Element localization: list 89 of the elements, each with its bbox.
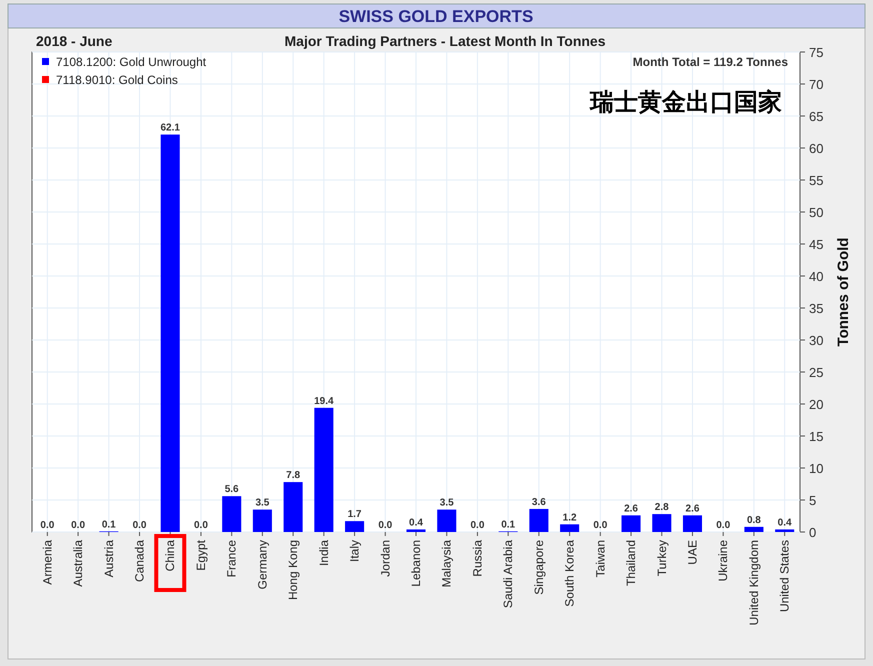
bar [744,526,764,532]
x-tick-label: South Korea [562,540,577,607]
y-tick-label: 55 [809,173,824,188]
y-tick-label: 30 [809,333,824,348]
y-tick-label: 65 [809,109,824,124]
legend-label: 7118.9010: Gold Coins [56,73,178,87]
total-label: 0.0 [71,520,86,531]
total-label: 0.8 [746,514,762,526]
x-tick-label: Canada [132,540,147,582]
x-tick-label: Lebanon [409,540,423,587]
x-tick-label: United States [778,540,792,612]
y-tick-label: 60 [809,141,824,156]
total-label: 3.5 [255,498,270,509]
y-tick-label: 10 [809,461,824,476]
total-label: 0.1 [102,519,116,530]
y-tick-label: 50 [809,205,824,220]
bar [437,510,456,532]
y-tick-label: 40 [809,269,824,284]
x-tick-label: Austria [102,540,116,578]
bar [682,515,702,532]
bar [560,524,580,532]
x-tick-label: India [316,540,331,566]
bar [160,134,180,532]
total-label: 2.6 [686,503,700,514]
x-tick-label: Russia [470,540,484,577]
x-tick-label: Jordan [378,540,392,577]
x-tick-label: Turkey [654,540,669,576]
total-label: 2.6 [624,503,638,514]
bar [652,514,672,532]
total-label: 0.4 [409,517,424,528]
x-tick-label: Taiwan [593,540,608,578]
x-tick-label: Saudi Arabia [501,540,516,608]
total-label: 0.0 [194,520,208,531]
total-label: 0.0 [378,520,393,531]
total-label: 0.0 [716,520,731,531]
y-axis-title: Tonnes of Gold [835,238,852,346]
chart-subtitle: Major Trading Partners - Latest Month In Tonnes [284,33,606,49]
chart-title: SWISS GOLD EXPORTS [338,7,534,26]
total-label: 62.1 [160,122,180,134]
total-label: 5.6 [224,484,240,496]
y-tick-label: 35 [809,301,824,316]
y-tick-label: 15 [809,429,824,444]
annotation: 瑞士黄金出口国家 [589,89,782,116]
total-label: 0.0 [470,520,485,531]
y-tick-label: 20 [809,397,824,412]
y-tick-label: 70 [809,77,824,92]
x-tick-label: Australia [71,540,86,587]
annotation: Month Total = 119.2 Tonnes [632,55,788,69]
bar [345,521,364,532]
total-label: 1.2 [562,512,577,524]
bar [529,508,548,532]
x-tick-label: Italy [348,540,362,562]
x-tick-label: Hong Kong [286,540,300,600]
bar [252,510,272,532]
x-tick-label: Malaysia [440,540,454,588]
total-label: 0.0 [40,520,55,531]
x-tick-label: United Kingdom [746,540,761,626]
bar [622,515,641,532]
x-tick-label: Singapore [532,540,546,595]
bar [406,529,426,532]
total-label: 1.7 [348,509,362,520]
bar [222,496,242,532]
total-label: 7.8 [286,470,301,482]
total-label: 3.5 [440,498,454,509]
x-tick-label: UAE [685,540,700,565]
total-label: 0.1 [501,519,516,530]
total-label: 19.4 [314,396,334,407]
x-tick-label: Thailand [624,540,638,586]
total-label: 0.0 [593,520,608,531]
x-tick-label: France [224,540,239,578]
y-tick-label: 0 [809,525,816,540]
y-tick-label: 75 [809,45,824,60]
total-label: 2.8 [654,502,670,514]
x-tick-label: Armenia [40,540,54,585]
x-tick-label: China [163,540,178,572]
text: 2018 - June [36,33,112,49]
bar [775,529,794,532]
x-tick-label: Ukraine [716,540,730,582]
x-tick-label: Egypt [194,539,208,571]
y-tick-label: 25 [809,365,824,380]
legend-label: 7108.1200: Gold Unwrought [56,55,207,69]
total-label: 0.4 [778,517,792,528]
y-tick-label: 5 [809,493,816,508]
total-label: 0.0 [132,520,147,531]
y-tick-label: 45 [809,237,824,252]
bar [314,408,334,532]
bar [284,482,303,532]
total-label: 3.6 [532,496,546,508]
x-tick-label: Germany [255,540,270,590]
